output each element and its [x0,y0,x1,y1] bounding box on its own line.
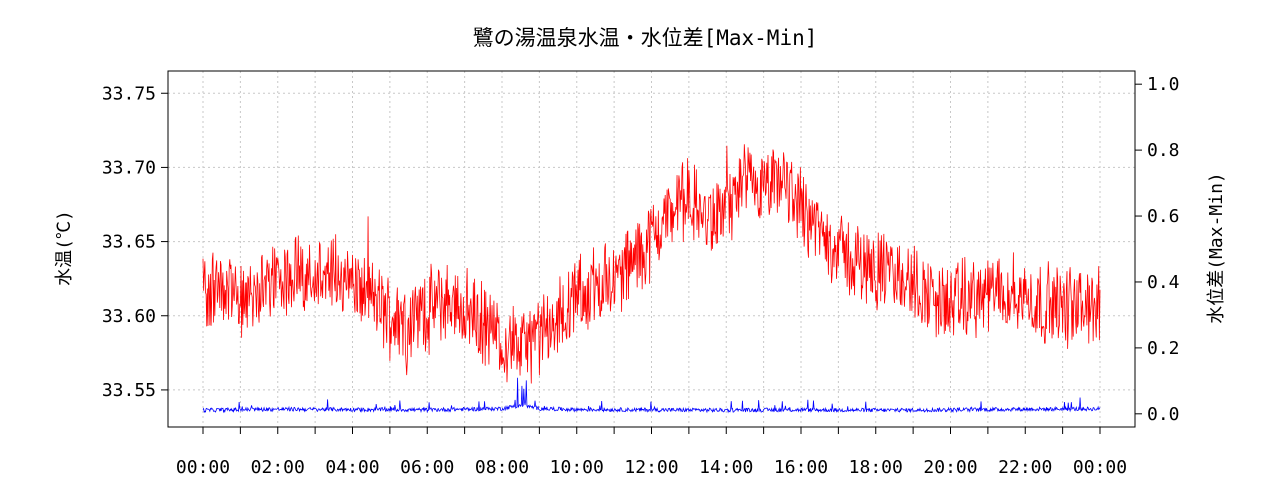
y-tick-label: 33.60 [102,306,156,327]
water-temperature-line [202,144,1101,384]
y2-tick-label: 1.0 [1147,74,1180,95]
x-tick-label: 00:00 [176,457,230,478]
x-tick-label: 00:00 [1073,457,1127,478]
x-tick-label: 12:00 [624,457,678,478]
y-tick-label: 33.75 [102,83,156,104]
x-tick-label: 10:00 [550,457,604,478]
plot-frame [167,70,1136,428]
x-tick-label: 04:00 [325,457,379,478]
x-tick-label: 06:00 [400,457,454,478]
y-tick-label: 33.55 [102,380,156,401]
y-tick-label: 33.70 [102,157,156,178]
x-tick-label: 14:00 [699,457,753,478]
y2-tick-label: 0.2 [1147,338,1180,359]
water-level-diff-line [202,377,1101,414]
x-tick-label: 22:00 [998,457,1052,478]
y2-tick-label: 0.8 [1147,140,1180,161]
x-tick-label: 20:00 [923,457,977,478]
grid [168,71,1135,427]
y2-tick-label: 0.4 [1147,272,1180,293]
x-tick-label: 16:00 [774,457,828,478]
y2-tick-label: 0.0 [1147,404,1180,425]
water-temperature-series [202,144,1101,384]
y-axis-right: 1.0 0.8 0.6 0.4 0.2 0.0 [1135,74,1180,425]
y-tick-label: 33.65 [102,232,156,253]
x-tick-label: 08:00 [475,457,529,478]
y-axis-label: 水温(℃) [54,210,75,286]
y-axis-left: 33.75 33.70 33.65 33.60 33.55 [102,83,168,401]
y2-tick-label: 0.6 [1147,206,1180,227]
y2-axis-label: 水位差(Max-Min) [1206,172,1227,324]
x-tick-label: 02:00 [251,457,305,478]
water-level-diff-series [202,377,1101,414]
x-tick-label: 18:00 [849,457,903,478]
chart-title: 鷺の湯温泉水温・水位差[Max-Min] [473,26,818,50]
x-axis: 00:00 02:00 04:00 06:00 08:00 10:00 12:00 14:00… [176,427,1127,478]
